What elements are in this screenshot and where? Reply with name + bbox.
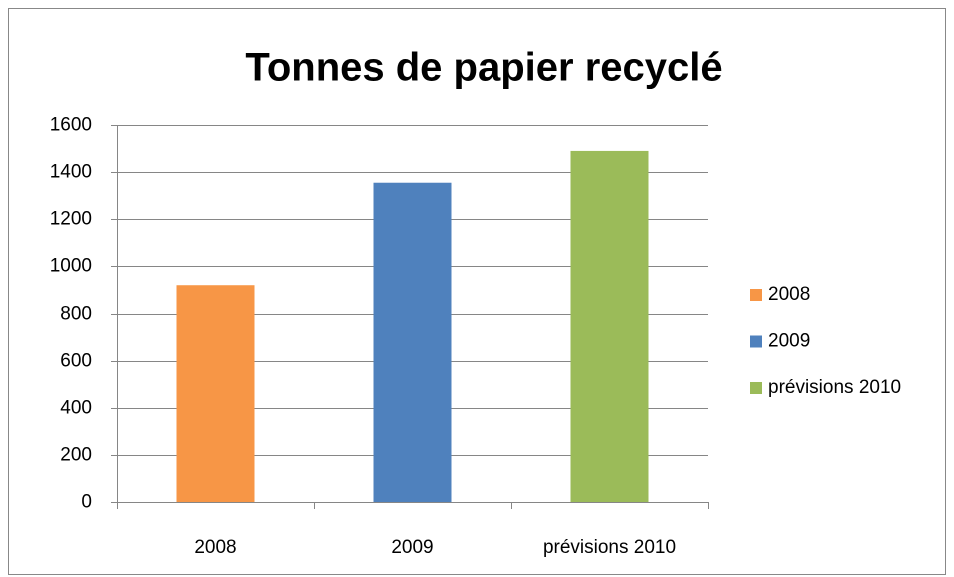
x-tick-label: prévisions 2010: [543, 537, 676, 558]
legend-swatch: [750, 382, 762, 394]
legend-label: prévisions 2010: [768, 377, 901, 398]
y-tick-label: 1000: [50, 256, 92, 277]
x-tick-label: 2009: [391, 537, 433, 558]
y-tick-label: 200: [60, 445, 92, 466]
legend-swatch: [750, 335, 762, 348]
chart-frame: [8, 8, 946, 575]
y-tick-label: 1200: [50, 209, 92, 230]
legend-swatch: [750, 289, 762, 301]
legend-label: 2008: [768, 284, 810, 305]
bar: [176, 285, 255, 502]
y-tick-label: 400: [60, 398, 92, 419]
chart-title: Tonnes de papier recyclé: [245, 46, 722, 90]
y-tick-label: 600: [60, 351, 92, 372]
bar: [570, 150, 649, 502]
legend-label: 2009: [768, 331, 810, 352]
y-tick-label: 1400: [50, 162, 92, 183]
y-tick-label: 0: [81, 492, 92, 513]
y-tick-label: 1600: [50, 115, 92, 136]
y-tick-label: 800: [60, 304, 92, 325]
bar: [373, 182, 452, 502]
x-tick-label: 2008: [194, 537, 236, 558]
